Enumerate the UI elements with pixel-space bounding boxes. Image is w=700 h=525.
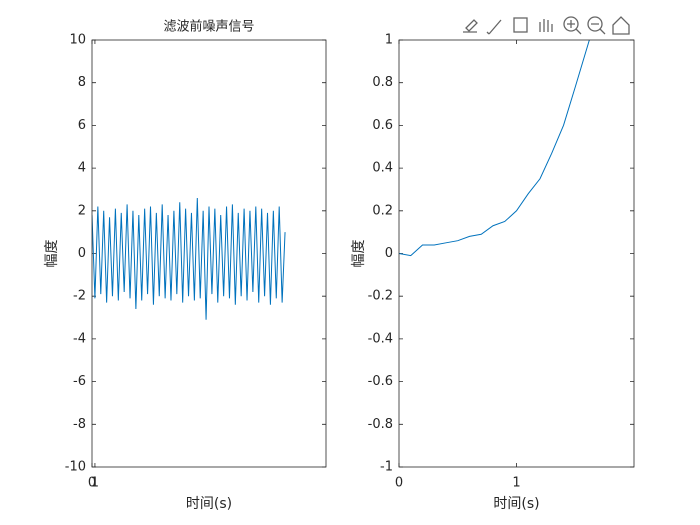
y-tick-label: 10 [69,33,86,48]
y-tick-label: -0.6 [368,374,393,389]
y-tick-label: -1 [380,460,393,475]
zoom-in-icon[interactable] [563,16,579,32]
axes-box [91,39,327,468]
y-tick-label: 0.6 [372,118,393,133]
zoom-out-icon[interactable] [587,16,603,32]
y-tick-label: 0.8 [372,75,393,90]
y-tick-label: -8 [73,417,86,432]
y-tick-label: 4 [78,161,86,176]
data-line [399,40,590,257]
y-tick-label: -4 [73,331,86,346]
y-tick-label: 0.2 [372,203,393,218]
x-axis-label: 时间(s) [186,496,232,512]
y-tick-label: 1 [385,33,393,48]
axes-box [398,39,635,468]
legend-icon[interactable] [513,17,528,33]
x-axis-label: 时间(s) [493,496,539,512]
chart-title: 滤波前噪声信号 [163,19,254,35]
x-tick-label: 1 [91,476,99,491]
home-icon[interactable] [612,16,630,35]
brush-icon[interactable] [486,19,502,35]
y-tick-label: 2 [78,203,86,218]
y-axis-label: 幅度 [44,240,60,268]
export-icon[interactable] [463,19,478,33]
y-tick-label: 6 [78,118,86,133]
y-tick-label: -0.2 [368,289,393,304]
x-tick-label: 0 [88,476,96,491]
y-tick-label: -10 [65,460,86,475]
y-tick-label: -6 [73,374,86,389]
y-tick-label: 0.4 [372,161,393,176]
toolbar [463,16,630,35]
y-tick-label: 8 [78,75,86,90]
y-tick-label: -0.4 [368,331,393,346]
y-tick-label: -2 [73,289,86,304]
y-tick-label: -0.8 [368,417,393,432]
y-axis-label: 幅度 [351,240,367,268]
pan-icon[interactable] [539,19,553,32]
x-tick-label: 0 [395,476,403,491]
x-tick-label: 1 [512,476,520,491]
y-tick-label: 0 [78,246,86,261]
y-tick-label: 0 [385,246,393,261]
data-line [92,197,286,320]
